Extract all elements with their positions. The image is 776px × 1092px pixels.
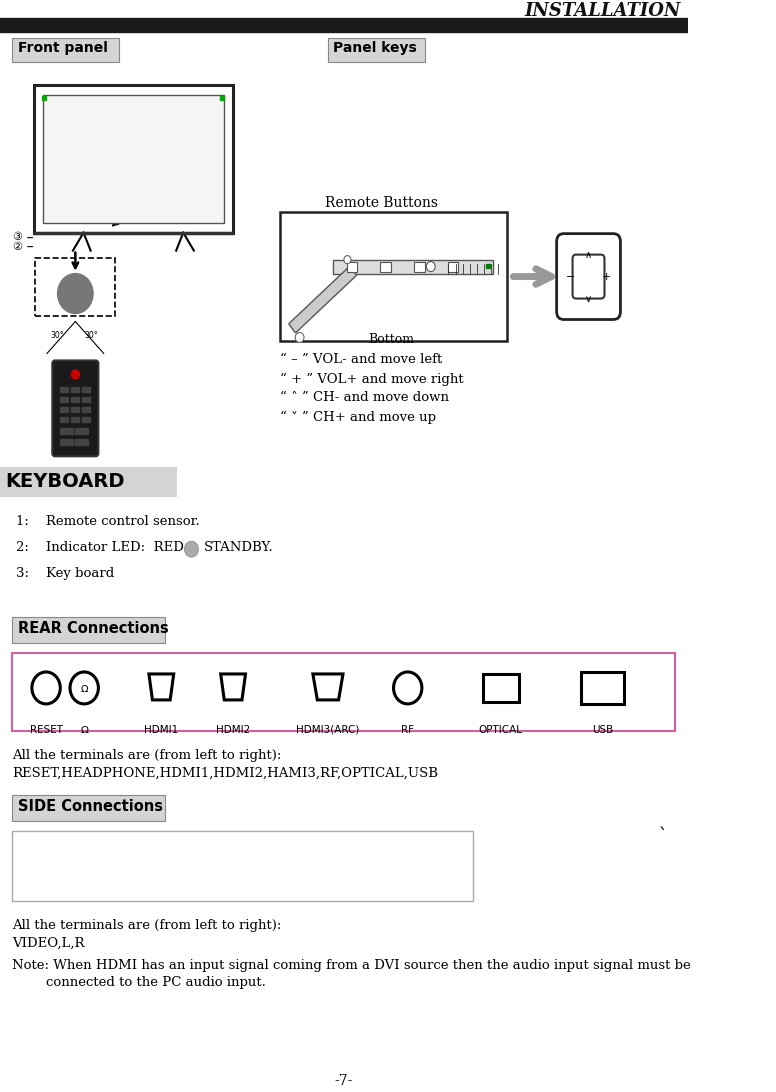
Bar: [0, 467, 177, 497]
Text: connected to the PC audio input.: connected to the PC audio input.: [12, 976, 266, 989]
Text: 30°: 30°: [85, 332, 98, 341]
Bar: [448, 262, 459, 272]
Text: SIDE Connections: SIDE Connections: [18, 798, 163, 814]
Circle shape: [71, 370, 79, 379]
Circle shape: [57, 274, 93, 313]
Polygon shape: [149, 674, 174, 700]
Text: All the terminals are (from left to right):: All the terminals are (from left to righ…: [12, 749, 282, 762]
Bar: [380, 262, 391, 272]
Bar: [61, 439, 73, 446]
Text: ③: ③: [12, 232, 23, 241]
Text: `: `: [658, 827, 667, 845]
FancyBboxPatch shape: [556, 234, 621, 320]
Text: KEYBOARD: KEYBOARD: [5, 472, 125, 491]
Bar: [12, 653, 675, 731]
Text: RESET: RESET: [29, 725, 63, 735]
Bar: [61, 397, 68, 402]
Bar: [81, 397, 89, 402]
Text: −: −: [566, 272, 576, 282]
Text: 2:    Indicator LED:  RED: 2: Indicator LED: RED: [16, 542, 184, 554]
Circle shape: [295, 332, 304, 343]
Text: RESET,HEADPHONE,HDMI1,HDMI2,HAMI3,RF,OPTICAL,USB: RESET,HEADPHONE,HDMI1,HDMI2,HAMI3,RF,OPT…: [12, 767, 438, 780]
Text: “ ˄ ” CH- and move down: “ ˄ ” CH- and move down: [280, 391, 449, 404]
Bar: [61, 428, 73, 435]
Text: Ω: Ω: [81, 684, 88, 693]
Text: +: +: [601, 272, 611, 282]
Text: Bottom: Bottom: [369, 333, 414, 346]
Circle shape: [393, 672, 422, 704]
Text: VIDEO,L,R: VIDEO,L,R: [12, 937, 85, 950]
Bar: [280, 212, 507, 342]
Text: REAR Connections: REAR Connections: [18, 621, 168, 636]
Text: Remote Buttons: Remote Buttons: [324, 195, 438, 210]
Text: “ – ” VOL- and move left: “ – ” VOL- and move left: [280, 354, 442, 367]
Bar: [33, 85, 233, 233]
Bar: [347, 262, 357, 272]
Text: STANDBY.: STANDBY.: [204, 542, 274, 554]
Text: Front panel: Front panel: [18, 40, 108, 55]
Text: OPTICAL: OPTICAL: [479, 725, 523, 735]
Circle shape: [344, 256, 351, 263]
Bar: [81, 417, 89, 423]
Text: HDMI3(ARC): HDMI3(ARC): [296, 725, 359, 735]
Text: 30°: 30°: [50, 332, 64, 341]
Bar: [71, 407, 79, 413]
Text: ∨: ∨: [585, 294, 592, 304]
Text: HDMI1: HDMI1: [144, 725, 178, 735]
FancyBboxPatch shape: [573, 254, 605, 298]
Bar: [71, 397, 79, 402]
FancyBboxPatch shape: [289, 266, 356, 333]
Text: 3:    Key board: 3: Key board: [16, 567, 114, 580]
Text: ∧: ∧: [585, 250, 592, 260]
Circle shape: [185, 542, 199, 557]
Text: ②: ②: [12, 241, 23, 251]
Text: Ω: Ω: [80, 725, 88, 735]
Text: RF: RF: [401, 725, 414, 735]
Bar: [333, 260, 493, 274]
Bar: [81, 388, 89, 392]
Bar: [483, 674, 518, 702]
Bar: [328, 38, 425, 62]
Bar: [12, 831, 473, 901]
Text: HDMI2: HDMI2: [216, 725, 250, 735]
Text: ①: ①: [133, 204, 144, 214]
Text: -7-: -7-: [334, 1075, 353, 1089]
Bar: [12, 38, 119, 62]
Text: Panel keys: Panel keys: [333, 40, 417, 55]
Text: 1:    Remote control sensor.: 1: Remote control sensor.: [16, 515, 199, 529]
Bar: [61, 417, 68, 423]
Polygon shape: [220, 674, 245, 700]
Bar: [71, 388, 79, 392]
Bar: [61, 407, 68, 413]
Bar: [581, 672, 624, 704]
Bar: [71, 417, 79, 423]
Polygon shape: [313, 674, 343, 700]
Text: All the terminals are (from left to right):: All the terminals are (from left to righ…: [12, 918, 282, 931]
Text: USB: USB: [592, 725, 613, 735]
Bar: [81, 407, 89, 413]
Circle shape: [32, 672, 61, 704]
Circle shape: [70, 672, 99, 704]
Bar: [75, 428, 88, 435]
Bar: [75, 439, 88, 446]
Bar: [0, 17, 688, 32]
Text: INSTALLATION: INSTALLATION: [525, 2, 681, 20]
Bar: [43, 95, 224, 223]
Bar: [414, 262, 424, 272]
Text: “ + ” VOL+ and move right: “ + ” VOL+ and move right: [280, 372, 464, 385]
Bar: [12, 795, 165, 821]
Text: Note: When HDMI has an input signal coming from a DVI source then the audio inpu: Note: When HDMI has an input signal comi…: [12, 959, 691, 972]
FancyBboxPatch shape: [52, 360, 99, 456]
Bar: [36, 258, 115, 316]
Text: “ ˅ ” CH+ and move up: “ ˅ ” CH+ and move up: [280, 411, 436, 424]
Bar: [61, 388, 68, 392]
Circle shape: [426, 262, 435, 272]
Bar: [12, 617, 165, 643]
